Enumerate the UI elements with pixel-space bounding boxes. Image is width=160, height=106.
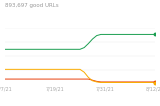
Text: 893,697 good URLs: 893,697 good URLs: [5, 3, 58, 8]
